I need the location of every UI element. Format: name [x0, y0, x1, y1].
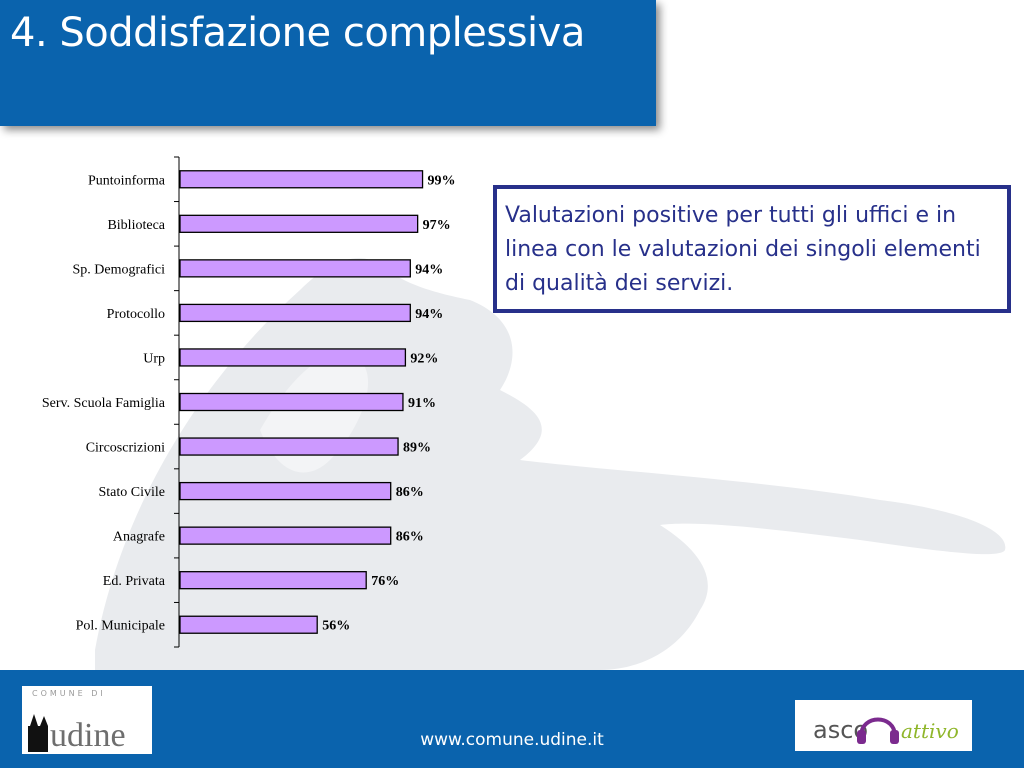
- callout-text: Valutazioni positive per tutti gli uffic…: [505, 203, 981, 296]
- value-label: 91%: [408, 396, 436, 411]
- category-label: Ed. Privata: [103, 574, 166, 589]
- value-label: 89%: [403, 441, 431, 456]
- value-label: 92%: [410, 351, 438, 366]
- value-label: 86%: [396, 485, 424, 500]
- category-label: Anagrafe: [113, 530, 165, 545]
- category-label: Pol. Municipale: [76, 619, 165, 634]
- value-label: 86%: [396, 530, 424, 545]
- value-label: 97%: [423, 218, 451, 233]
- bar: [179, 348, 407, 367]
- title-banner: 4. Soddisfazione complessiva: [0, 0, 656, 126]
- category-label: Protocollo: [107, 307, 165, 322]
- category-label: Puntoinforma: [88, 173, 166, 188]
- bar: [179, 170, 424, 189]
- value-label: 76%: [371, 574, 399, 589]
- bar: [179, 526, 392, 545]
- category-label: Biblioteca: [107, 218, 165, 233]
- value-label: 99%: [428, 173, 456, 188]
- svg-text:attivo: attivo: [901, 719, 959, 743]
- svg-text:udine: udine: [50, 717, 126, 754]
- website-url[interactable]: www.comune.udine.it: [420, 730, 604, 750]
- bar: [179, 437, 399, 456]
- footer-bar: COMUNE DI udine www.comune.udine.it asco…: [0, 670, 1024, 768]
- category-label: Stato Civile: [99, 485, 166, 500]
- category-label: Circoscrizioni: [86, 441, 165, 456]
- bar: [179, 481, 392, 501]
- bar: [179, 615, 318, 634]
- bar: [179, 259, 411, 278]
- ascolto-attivo-logo: asco attivo: [795, 700, 972, 751]
- bar: [179, 571, 367, 590]
- bar: [179, 214, 419, 233]
- value-label: 94%: [415, 307, 443, 322]
- category-label: Serv. Scuola Famiglia: [42, 396, 166, 411]
- page-title: 4. Soddisfazione complessiva: [10, 10, 585, 56]
- comune-di-udine-logo: COMUNE DI udine: [22, 686, 152, 754]
- svg-text:COMUNE DI: COMUNE DI: [32, 689, 106, 698]
- value-label: 56%: [322, 619, 350, 634]
- bar-chart: Puntoinforma 99% Biblioteca 97% Sp. Demograf…: [42, 156, 456, 648]
- bar: [179, 303, 411, 323]
- value-label: 94%: [415, 262, 443, 277]
- category-label: Urp: [143, 351, 165, 366]
- category-label: Sp. Demografici: [72, 262, 165, 277]
- bar: [179, 392, 404, 412]
- callout-box: Valutazioni positive per tutti gli uffic…: [493, 185, 1011, 313]
